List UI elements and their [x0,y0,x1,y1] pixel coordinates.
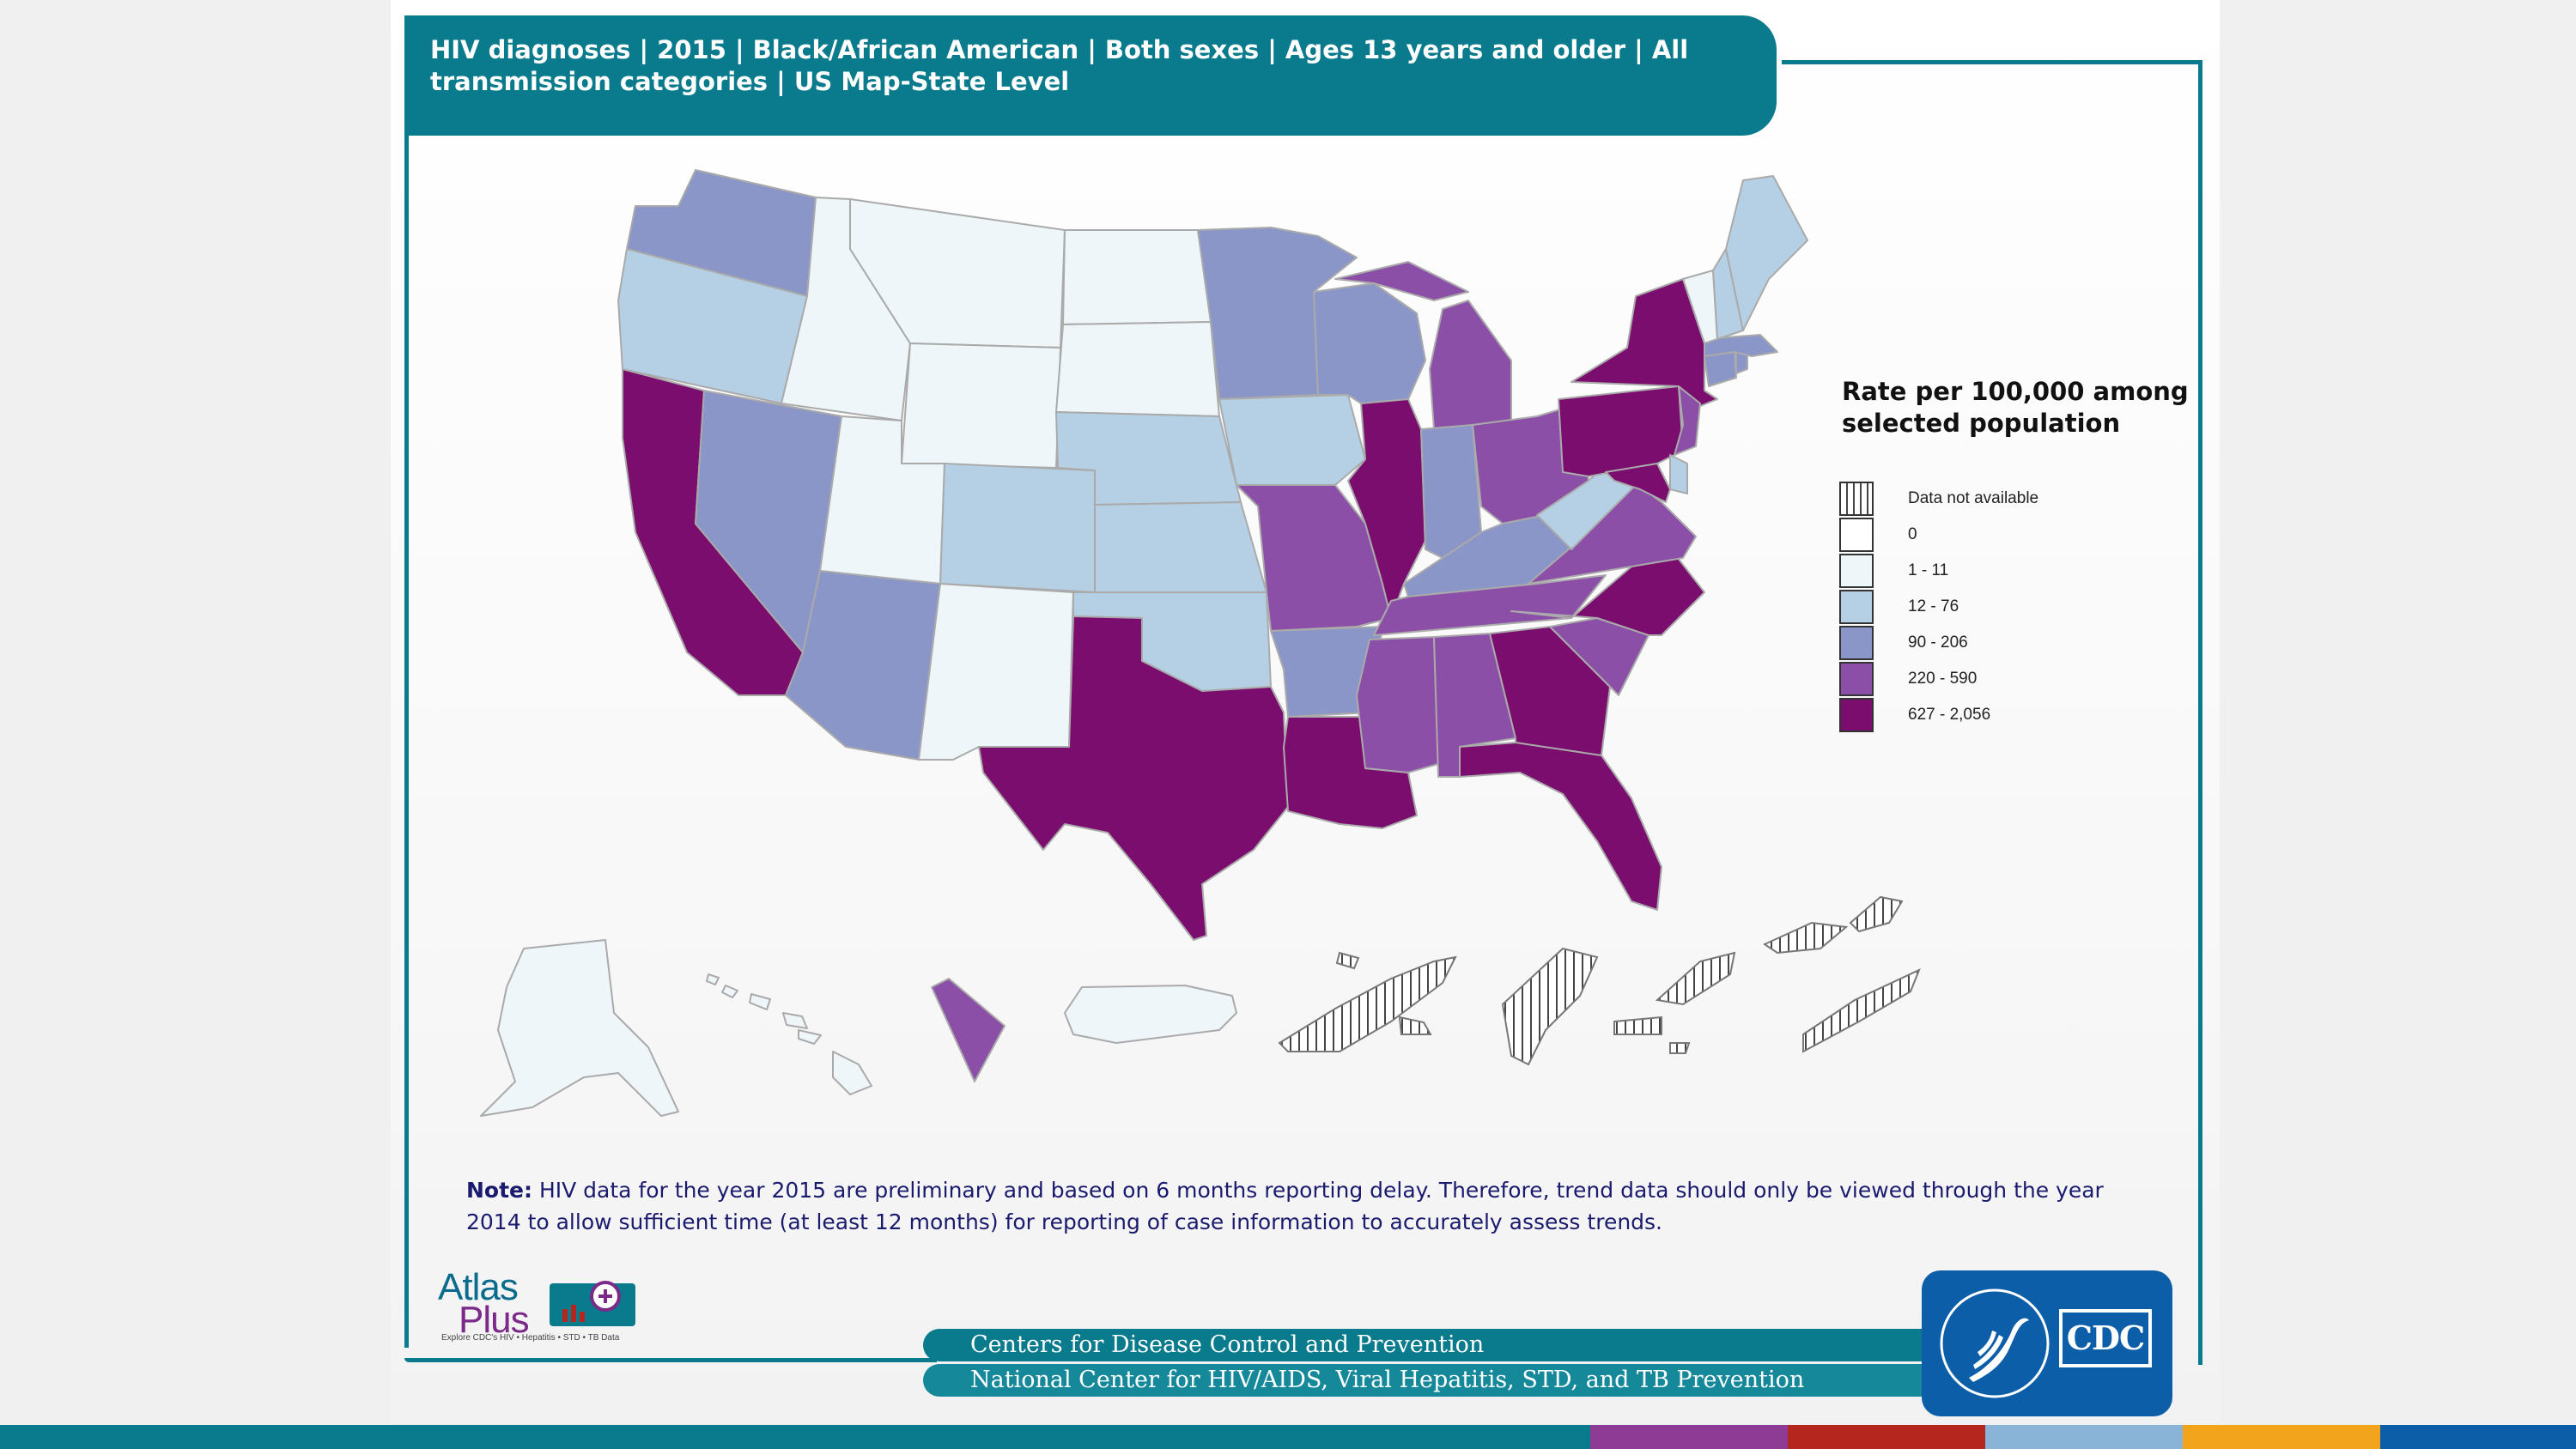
title-banner: HIV diagnoses | 2015 | Black/African Ame… [404,15,1777,136]
stripe-segment-orange [2183,1425,2380,1449]
territory-american-samoa-small-2[interactable] [1398,1016,1432,1035]
state-WY[interactable] [901,343,1061,469]
territory-micronesia[interactable] [1762,921,1849,955]
legend-label: 0 [1908,525,1917,543]
state-MI-lower[interactable] [1429,300,1512,430]
territory-american-samoa[interactable] [1278,955,1457,1052]
atlasplus-map-graphic [550,1281,635,1326]
legend-title: Rate per 100,000 among selected populati… [1842,377,2189,438]
state-SC[interactable] [1549,617,1649,696]
territory-marshall-islands-small[interactable] [1669,1042,1691,1054]
territory-micronesia-2[interactable] [1849,895,1904,933]
state-KS[interactable] [1094,501,1267,593]
hhs-seal-icon [1940,1288,2050,1398]
footer-cdc-name: Centers for Disease Control and Preventi… [923,1329,1945,1361]
legend-item: 12 - 76 [1839,589,1959,625]
state-CT[interactable] [1704,351,1737,387]
atlasplus-word-plus: Plus [459,1299,530,1341]
atlasplus-tagline: Explore CDC's HIV • Hepatitis • STD • TB… [441,1333,620,1343]
state-DC[interactable] [931,978,1005,1082]
atlasplus-logo[interactable]: Atlas Plus Explore CDC's HIV • Hepatitis… [438,1266,653,1343]
stripe-segment-red [1788,1425,1985,1449]
legend-swatch [1839,698,1874,732]
stripe-segment-teal [0,1425,1590,1449]
legend-item: 90 - 206 [1839,625,1968,661]
frame-line-left [404,129,409,1348]
state-AR[interactable] [1270,626,1383,718]
state-ME[interactable] [1725,175,1808,331]
stripe-segment-blue [2380,1425,2576,1449]
state-TX[interactable] [978,615,1289,941]
legend-label: 220 - 590 [1908,670,1978,688]
legend-swatch [1839,626,1874,660]
legend-label: 1 - 11 [1908,561,1949,579]
legend-swatch [1839,518,1874,552]
stripe-segment-lightblue [1985,1425,2183,1449]
state-MA[interactable] [1704,334,1778,357]
legend-item: Data not available [1839,481,2038,517]
territory-PR[interactable] [1064,985,1237,1044]
state-ND[interactable] [1062,229,1212,325]
legend-item: 1 - 11 [1839,553,1948,589]
legend-swatch [1839,482,1874,516]
state-MS[interactable] [1356,636,1439,773]
state-FL[interactable] [1459,742,1662,911]
atlasplus-word-atlas: Atlas [438,1266,519,1308]
legend-label: Data not available [1908,489,2039,507]
note-label: Note: [466,1178,533,1203]
note: Note: HIV data for the year 2015 are pre… [466,1174,2141,1238]
legend-label: 12 - 76 [1908,597,1959,615]
legend-swatch [1839,662,1874,696]
state-SD[interactable] [1055,321,1220,417]
state-TN[interactable] [1373,574,1607,636]
state-MD[interactable] [1605,463,1671,503]
state-WI[interactable] [1313,282,1426,404]
stripe-segment-purple [1590,1425,1788,1449]
state-OR[interactable] [617,248,808,404]
state-PA[interactable] [1558,385,1684,477]
territory-marshall-islands[interactable] [1655,951,1736,1006]
territory-american-samoa-small[interactable] [1335,951,1360,970]
state-NM[interactable] [918,583,1074,761]
state-MO[interactable] [1236,484,1392,632]
state-NJ[interactable] [1674,385,1701,456]
footer-center-name: National Center for HIV/AIDS, Viral Hepa… [923,1364,1945,1397]
map-title: HIV diagnoses | 2015 | Black/African Ame… [430,35,1689,96]
state-AK[interactable] [480,939,679,1117]
legend-label: 627 - 2,056 [1908,706,1991,724]
legend-label: 90 - 206 [1908,634,1968,652]
bottom-color-stripe [0,1425,2576,1449]
frame-line-bottom [404,1358,937,1362]
state-NC[interactable] [1510,553,1705,636]
legend-item: 627 - 2,056 [1839,697,1990,733]
territory-palau[interactable] [1613,1016,1662,1035]
state-DE[interactable] [1669,454,1688,494]
state-IA[interactable] [1218,394,1366,486]
legend-item: 0 [1839,517,1917,553]
note-text: HIV data for the year 2015 are prelimina… [466,1178,2104,1234]
state-CO[interactable] [939,463,1096,593]
state-HI[interactable] [706,973,872,1095]
legend-swatch [1839,554,1874,588]
frame-line-top [1782,60,2202,64]
frame-line-right [2198,60,2202,1365]
cdc-logo[interactable]: CDC [1922,1270,2172,1416]
legend-swatch [1839,590,1874,624]
territory-guam[interactable] [1501,947,1599,1066]
state-MI[interactable] [1334,261,1469,301]
legend-item: 220 - 590 [1839,661,1977,697]
territory-northern-mariana-islands[interactable] [1802,968,1921,1053]
cdc-wordmark: CDC [2059,1309,2152,1367]
